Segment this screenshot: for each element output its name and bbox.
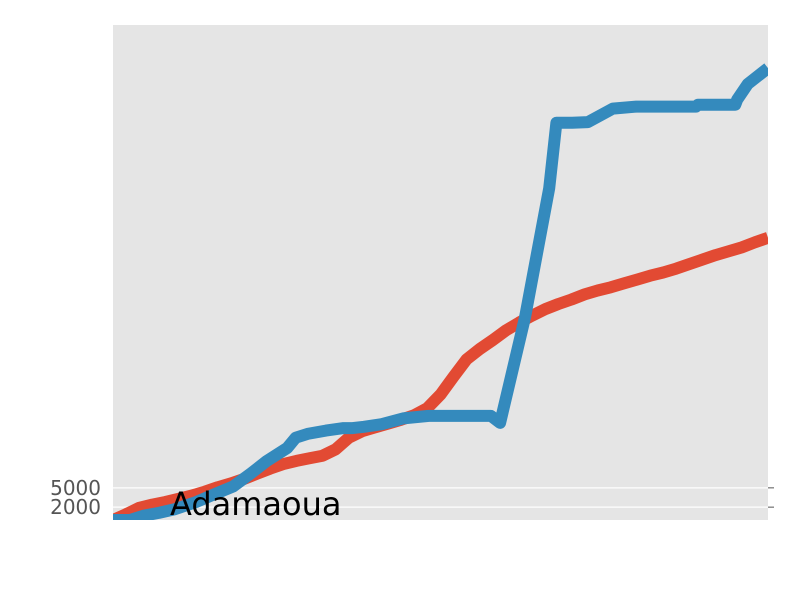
series-line-2 [113, 63, 768, 520]
series-group [113, 63, 768, 520]
annotation-label: Adamaoua [170, 485, 341, 523]
tick-label-5000: 5000 [50, 476, 101, 500]
tick-label-2000: 2000 [50, 495, 101, 519]
